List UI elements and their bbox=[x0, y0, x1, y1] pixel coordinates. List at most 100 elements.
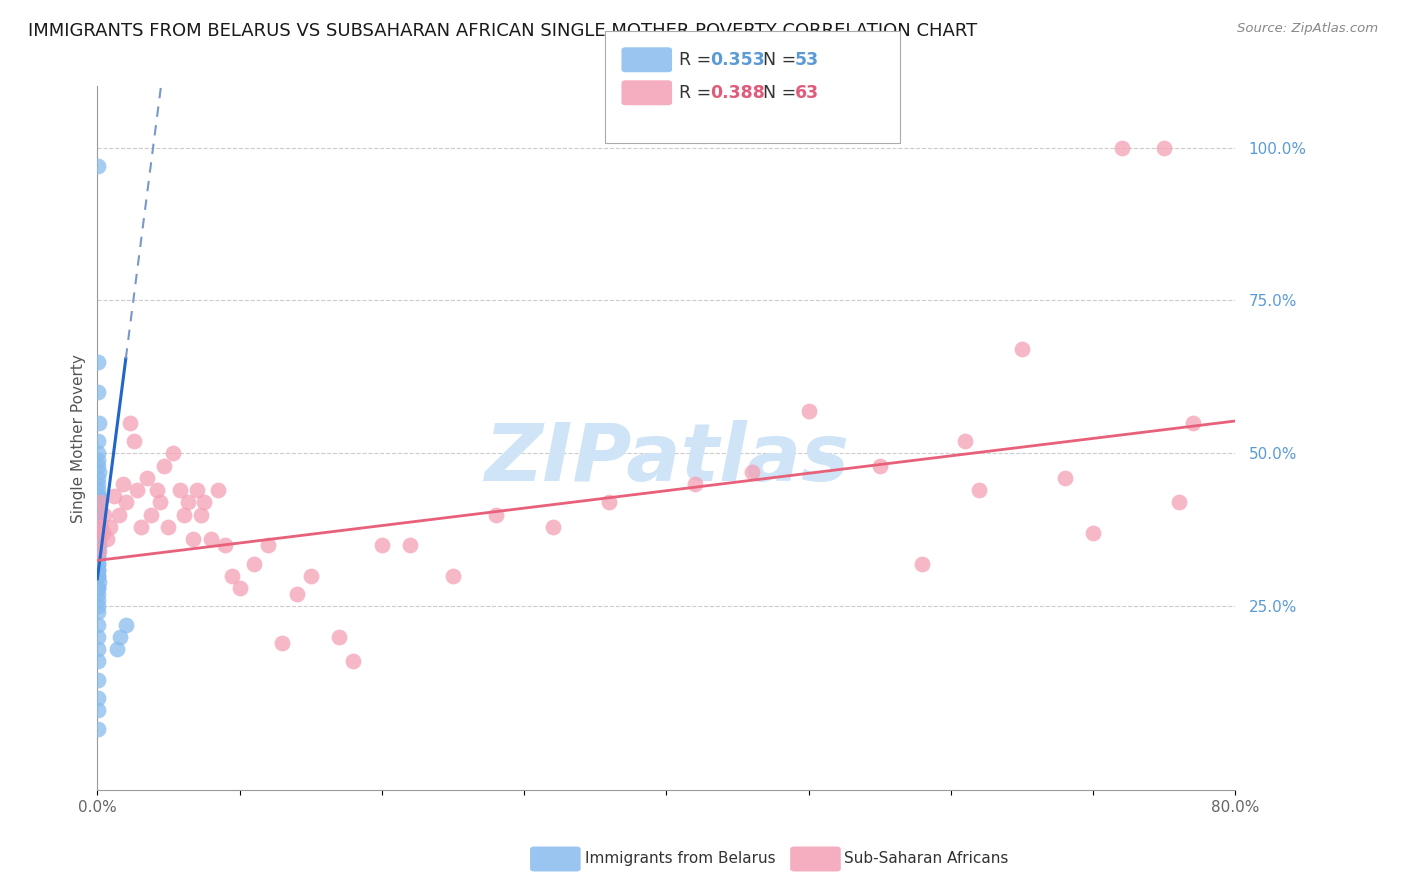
Point bbox=[207, 483, 229, 497]
Point bbox=[257, 538, 280, 552]
Point bbox=[87, 563, 110, 577]
Point bbox=[105, 642, 128, 657]
Text: R =: R = bbox=[679, 51, 717, 69]
Point bbox=[441, 568, 464, 582]
Text: 53: 53 bbox=[794, 51, 818, 69]
Point bbox=[485, 508, 508, 522]
Point bbox=[91, 525, 114, 540]
Point bbox=[87, 532, 110, 546]
Text: IMMIGRANTS FROM BELARUS VS SUBSAHARAN AFRICAN SINGLE MOTHER POVERTY CORRELATION : IMMIGRANTS FROM BELARUS VS SUBSAHARAN AF… bbox=[28, 22, 977, 40]
Point bbox=[87, 501, 110, 516]
Point bbox=[87, 642, 110, 657]
Point bbox=[969, 483, 991, 497]
Point bbox=[1181, 416, 1204, 430]
Point bbox=[114, 617, 136, 632]
Point bbox=[169, 483, 191, 497]
Point bbox=[87, 606, 110, 620]
Point bbox=[124, 434, 146, 449]
Point bbox=[87, 495, 110, 509]
Point bbox=[87, 722, 110, 736]
Point bbox=[87, 630, 110, 644]
Point bbox=[87, 514, 110, 528]
Point bbox=[87, 483, 110, 497]
Point bbox=[87, 508, 110, 522]
Point bbox=[953, 434, 976, 449]
Point bbox=[108, 630, 131, 644]
Point bbox=[87, 691, 110, 706]
Point bbox=[87, 538, 110, 552]
Text: N =: N = bbox=[763, 84, 803, 102]
Point bbox=[87, 489, 110, 503]
Point bbox=[87, 471, 110, 485]
Point bbox=[87, 538, 110, 552]
Point bbox=[87, 385, 110, 400]
Point bbox=[90, 520, 112, 534]
Point bbox=[87, 557, 110, 571]
Point bbox=[1011, 343, 1033, 357]
Text: Source: ZipAtlas.com: Source: ZipAtlas.com bbox=[1237, 22, 1378, 36]
Point bbox=[89, 544, 111, 558]
Point bbox=[87, 354, 110, 368]
Point bbox=[87, 446, 110, 460]
Point bbox=[87, 544, 110, 558]
Point bbox=[87, 587, 110, 601]
Point bbox=[200, 532, 222, 546]
Point bbox=[1153, 140, 1175, 154]
Point bbox=[177, 495, 200, 509]
Point bbox=[149, 495, 172, 509]
Point bbox=[87, 477, 110, 491]
Point bbox=[911, 557, 934, 571]
Point bbox=[87, 581, 110, 595]
Point bbox=[285, 587, 308, 601]
Point bbox=[162, 446, 184, 460]
Point bbox=[87, 520, 110, 534]
Point bbox=[87, 673, 110, 687]
Point bbox=[87, 703, 110, 717]
Point bbox=[87, 458, 110, 473]
Text: R =: R = bbox=[679, 84, 717, 102]
Point bbox=[1083, 525, 1105, 540]
Text: N =: N = bbox=[763, 51, 803, 69]
Point bbox=[271, 636, 294, 650]
Point bbox=[107, 508, 129, 522]
Point bbox=[741, 465, 763, 479]
Point bbox=[541, 520, 564, 534]
Point bbox=[111, 477, 134, 491]
Point bbox=[131, 520, 153, 534]
Point bbox=[87, 525, 110, 540]
Point bbox=[797, 403, 820, 417]
Point bbox=[87, 550, 110, 565]
Point bbox=[1053, 471, 1076, 485]
Point bbox=[87, 581, 110, 595]
Point bbox=[87, 159, 110, 173]
Point bbox=[173, 508, 195, 522]
Point bbox=[683, 477, 706, 491]
Point bbox=[598, 495, 620, 509]
Point bbox=[87, 550, 110, 565]
Point bbox=[120, 416, 142, 430]
Point bbox=[87, 520, 110, 534]
Point bbox=[1167, 495, 1189, 509]
Text: ZIPatlas: ZIPatlas bbox=[484, 420, 849, 499]
Point bbox=[328, 630, 350, 644]
Point bbox=[87, 434, 110, 449]
Text: 0.353: 0.353 bbox=[710, 51, 765, 69]
Point bbox=[87, 452, 110, 467]
Point bbox=[371, 538, 394, 552]
Point bbox=[193, 495, 215, 509]
Y-axis label: Single Mother Poverty: Single Mother Poverty bbox=[72, 353, 86, 523]
Point bbox=[87, 574, 110, 589]
Point bbox=[190, 508, 212, 522]
Point bbox=[89, 495, 111, 509]
Point bbox=[214, 538, 236, 552]
Text: Sub-Saharan Africans: Sub-Saharan Africans bbox=[844, 851, 1008, 865]
Point bbox=[93, 508, 115, 522]
Point bbox=[96, 532, 118, 546]
Point bbox=[136, 471, 159, 485]
Point bbox=[103, 489, 125, 503]
Point bbox=[243, 557, 266, 571]
Point bbox=[87, 532, 110, 546]
Point bbox=[87, 654, 110, 668]
Point bbox=[87, 489, 110, 503]
Point bbox=[87, 568, 110, 582]
